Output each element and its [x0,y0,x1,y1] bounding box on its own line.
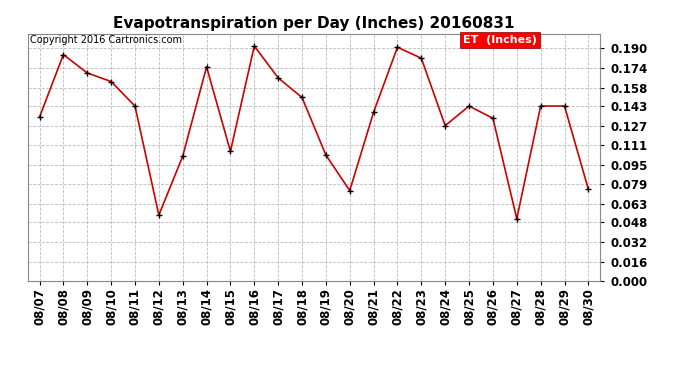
Title: Evapotranspiration per Day (Inches) 20160831: Evapotranspiration per Day (Inches) 2016… [113,16,515,31]
Text: Copyright 2016 Cartronics.com: Copyright 2016 Cartronics.com [30,35,182,45]
Text: ET  (Inches): ET (Inches) [463,35,537,45]
